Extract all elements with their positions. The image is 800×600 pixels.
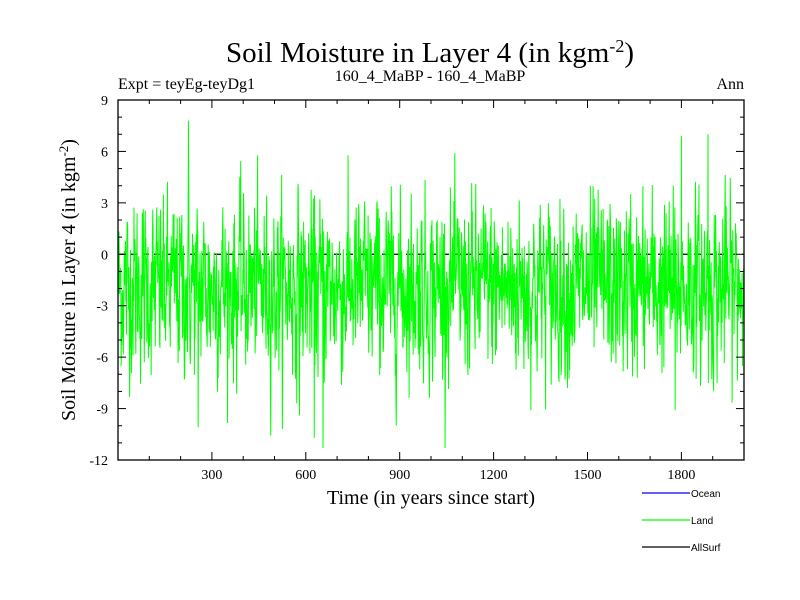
y-tick-label: 6 [101, 145, 108, 160]
y-tick-label: -3 [96, 300, 108, 315]
y-tick-label: -9 [96, 403, 108, 418]
x-ticks-group: 300 600 900 1200 1500 1800 [148, 100, 714, 483]
land-series-group [117, 120, 745, 449]
y-ticks-group: -12 -9 -6 -3 0 3 6 9 [89, 94, 744, 469]
y-tick-label: 9 [101, 94, 108, 109]
x-axis-label: Time (in years since start) [327, 487, 535, 509]
legend-label-ocean: Ocean [691, 489, 720, 500]
x-tick-label: 1800 [667, 468, 695, 483]
season-label: Ann [716, 76, 744, 93]
y-tick-label: 0 [101, 248, 108, 263]
chart-title: Soil Moisture in Layer 4 (in kgm-2) [226, 36, 634, 69]
x-tick-label: 1200 [480, 468, 508, 483]
x-tick-label: 600 [295, 468, 316, 483]
legend-label-land: Land [691, 516, 713, 527]
legend: Ocean Land AllSurf [642, 489, 721, 554]
y-tick-label: -12 [89, 454, 108, 469]
y-tick-label: -6 [96, 351, 108, 366]
x-tick-label: 300 [201, 468, 222, 483]
land-series-line [117, 120, 745, 449]
y-axis-label: Soil Moisture in Layer 4 (in kgm-2) [56, 139, 81, 421]
x-tick-label: 900 [389, 468, 410, 483]
legend-label-allsurf: AllSurf [691, 543, 721, 554]
x-tick-label: 1500 [574, 468, 602, 483]
period-label: 160_4_MaBP - 160_4_MaBP [335, 68, 526, 85]
y-tick-label: 3 [101, 197, 108, 212]
experiment-label: Expt = teyEg-teyDg1 [118, 76, 255, 93]
